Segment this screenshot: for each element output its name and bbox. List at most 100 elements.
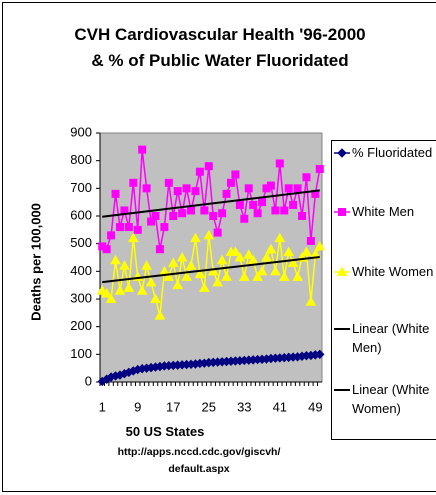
point-marker (191, 187, 200, 196)
point-marker (169, 212, 178, 220)
point-marker (271, 206, 280, 215)
point-marker (123, 282, 135, 292)
legend (331, 140, 436, 440)
point-marker (155, 245, 164, 254)
point-marker (119, 260, 130, 270)
point-marker (302, 173, 311, 182)
point-marker (142, 184, 151, 193)
point-marker (306, 236, 315, 245)
point-marker (198, 282, 210, 292)
point-marker (283, 246, 295, 256)
point-marker (207, 265, 219, 276)
point-marker (240, 214, 249, 223)
point-marker (293, 184, 302, 193)
point-marker (231, 170, 240, 179)
point-marker (110, 254, 121, 265)
point-marker (315, 349, 325, 360)
trendline (102, 256, 320, 284)
point-marker (243, 249, 255, 259)
point-marker (107, 231, 116, 240)
point-marker (194, 268, 206, 279)
y-tick-label: 500 (70, 235, 92, 250)
point-marker (234, 251, 246, 262)
point-marker (275, 159, 284, 168)
point-marker (253, 209, 262, 218)
point-marker (252, 271, 263, 281)
x-tick-label: 25 (202, 399, 216, 414)
point-marker (172, 279, 184, 290)
series-line (101, 149, 321, 251)
y-tick-label: 900 (70, 124, 92, 139)
y-tick-label: 0 (85, 373, 92, 388)
point-marker (127, 232, 139, 243)
point-marker (238, 271, 250, 281)
point-marker (244, 184, 253, 193)
point-marker (160, 223, 169, 232)
trendline (102, 189, 320, 218)
point-marker (266, 181, 275, 190)
point-marker (203, 229, 215, 240)
point-marker (256, 265, 268, 276)
legend-label: Linear (White Women) (352, 382, 430, 416)
point-marker (270, 265, 281, 276)
point-marker (136, 285, 148, 295)
point-marker (204, 162, 213, 171)
point-marker (114, 285, 126, 295)
point-marker (200, 206, 209, 215)
point-marker (178, 209, 187, 218)
legend-label: White Women (352, 264, 434, 279)
point-marker (129, 178, 138, 187)
point-marker (287, 257, 299, 268)
point-marker (151, 212, 160, 220)
point-marker (182, 184, 191, 193)
point-marker (212, 276, 224, 287)
point-marker (138, 145, 147, 154)
point-marker (298, 212, 307, 220)
point-marker (190, 232, 201, 243)
point-marker (258, 198, 267, 207)
point-marker (274, 232, 286, 243)
point-marker (315, 164, 324, 173)
point-marker (150, 293, 161, 303)
point-marker (163, 271, 175, 281)
point-marker (209, 212, 218, 220)
point-marker (261, 251, 272, 262)
point-marker (141, 260, 152, 270)
point-marker (115, 223, 124, 232)
point-marker (145, 276, 157, 287)
x-tick-label: 41 (273, 399, 287, 414)
legend-label: Linear (White Men) (352, 321, 430, 355)
legend-label: % Fluoridated (352, 145, 433, 160)
point-marker (338, 208, 346, 216)
point-marker (101, 287, 113, 298)
y-tick-label: 300 (70, 290, 92, 305)
point-marker (280, 206, 289, 215)
point-marker (249, 200, 258, 209)
point-marker (221, 271, 232, 281)
point-marker (337, 148, 347, 158)
point-marker (230, 246, 241, 256)
legend-label: White Men (352, 204, 415, 219)
x-tick-label: 9 (134, 399, 141, 414)
x-axis-title: 50 US States (125, 424, 205, 439)
point-marker (235, 200, 244, 209)
point-marker (292, 271, 303, 281)
point-marker (301, 246, 312, 256)
point-marker (314, 240, 326, 251)
y-tick-label: 400 (70, 263, 92, 278)
point-marker (195, 167, 204, 176)
point-marker (305, 296, 317, 306)
y-tick-label: 800 (70, 152, 92, 167)
point-marker (124, 223, 133, 232)
point-marker (176, 251, 188, 262)
y-tick-label: 700 (70, 180, 92, 195)
point-marker (187, 206, 196, 215)
point-marker (133, 225, 142, 234)
point-marker (147, 217, 156, 226)
point-marker (164, 178, 173, 187)
point-marker (222, 189, 231, 198)
point-marker (218, 209, 227, 218)
point-marker (213, 228, 222, 237)
